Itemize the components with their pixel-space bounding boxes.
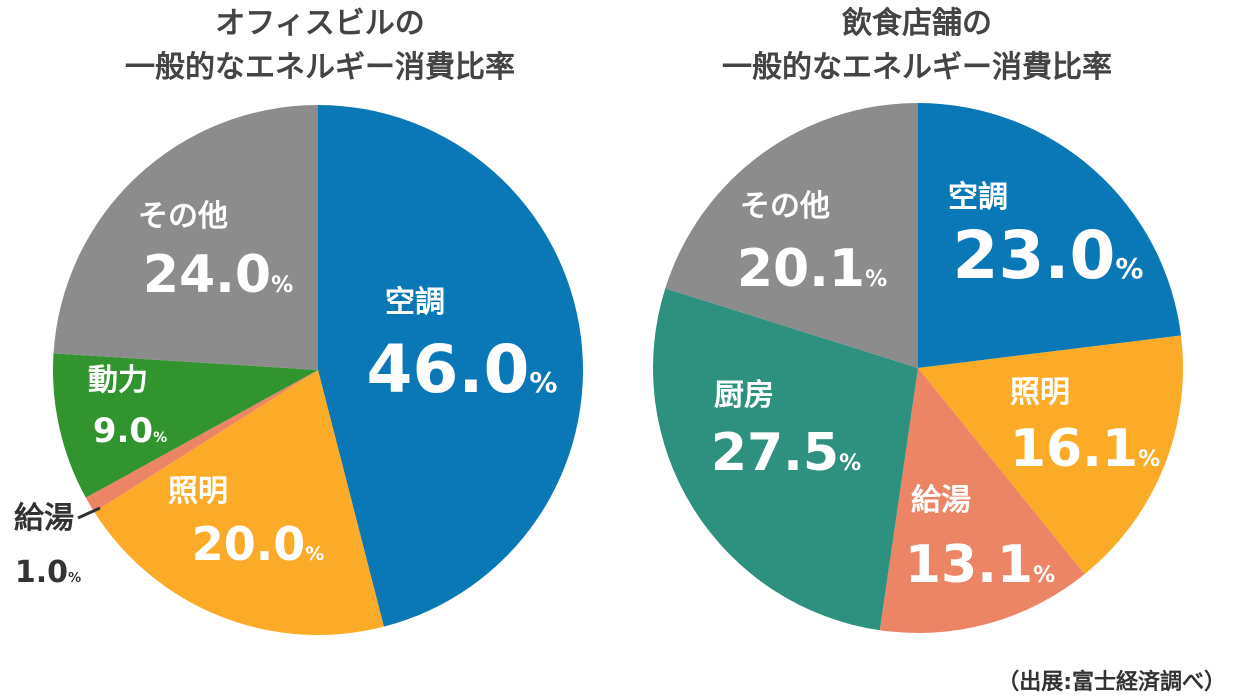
office-label-name-2: 給湯 — [14, 501, 74, 536]
office-slice-3 — [53, 353, 319, 498]
office-label-value-1: 20.0% — [192, 517, 325, 571]
restaurant-label-name-2: 給湯 — [911, 483, 971, 518]
restaurant-label-name-1: 照明 — [1010, 375, 1070, 410]
restaurant-label-name-3: 厨房 — [714, 378, 774, 413]
restaurant-label-value-3: 27.5% — [711, 423, 861, 483]
restaurant-slice-4 — [665, 103, 918, 368]
restaurant-title-line-1: 飲食店舗の — [842, 6, 992, 41]
restaurant-chart-title: 飲食店舗の 一般的なエネルギー消費比率 — [617, 2, 1217, 90]
restaurant-slice-1 — [918, 335, 1183, 575]
restaurant-slice-3 — [653, 288, 918, 631]
office-slice-2 — [85, 370, 318, 512]
source-note: （出展:富士経済調べ） — [997, 670, 1226, 695]
restaurant-title-line-2: 一般的なエネルギー消費比率 — [722, 50, 1112, 85]
office-label-name-0: 空調 — [385, 285, 445, 320]
restaurant-label-value-1: 16.1% — [1010, 419, 1160, 479]
office-label-name-1: 照明 — [168, 474, 228, 509]
office-label-name-4: その他 — [138, 199, 228, 234]
office-pie — [53, 105, 584, 636]
office-leader-line-2 — [77, 506, 101, 520]
restaurant-slice-2 — [879, 368, 1085, 634]
office-title-line-1: オフィスビルの — [215, 6, 425, 41]
office-label-name-3: 動力 — [88, 363, 148, 398]
office-title-line-2: 一般的なエネルギー消費比率 — [125, 50, 515, 85]
restaurant-pie — [653, 103, 1183, 634]
office-slice-1 — [94, 370, 384, 636]
office-label-value-4: 24.0% — [143, 245, 293, 305]
office-label-value-0: 46.0% — [367, 331, 558, 408]
restaurant-label-value-4: 20.1% — [737, 239, 887, 299]
restaurant-slice-0 — [918, 103, 1182, 368]
office-chart-title: オフィスビルの 一般的なエネルギー消費比率 — [20, 2, 620, 90]
office-slice-0 — [318, 105, 584, 627]
restaurant-label-value-2: 13.1% — [905, 535, 1055, 595]
office-slice-4 — [53, 105, 318, 370]
restaurant-label-name-4: その他 — [740, 189, 830, 224]
restaurant-label-value-0: 23.0% — [953, 217, 1144, 294]
office-label-value-3: 9.0% — [93, 411, 167, 451]
restaurant-label-name-0: 空調 — [948, 180, 1008, 215]
office-label-value-2: 1.0% — [15, 555, 81, 590]
